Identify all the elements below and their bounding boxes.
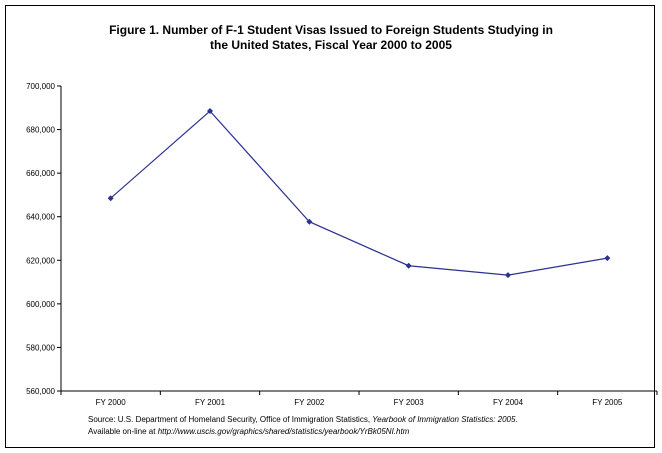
x-axis: FY 2000 FY 2001 FY 2002 FY 2003 FY 2004 FY 20… bbox=[60, 390, 658, 407]
data-point-marker bbox=[405, 262, 412, 269]
y-tick-label: 560,000 bbox=[26, 387, 55, 396]
data-point-marker bbox=[107, 195, 114, 202]
x-tick-label: FY 2001 bbox=[195, 398, 226, 407]
chart-title-line-2: the United States, Fiscal Year 2000 to 2… bbox=[210, 38, 452, 52]
x-tick-label: FY 2002 bbox=[294, 398, 325, 407]
x-tick-label: FY 2005 bbox=[592, 398, 623, 407]
chart-frame bbox=[5, 5, 655, 448]
source-line-1: Source: U.S. Department of Homeland Secu… bbox=[88, 415, 518, 424]
y-tick-label: 660,000 bbox=[26, 169, 55, 178]
x-tick-label: FY 2003 bbox=[394, 398, 425, 407]
x-tick-label: FY 2000 bbox=[96, 398, 127, 407]
y-tick-label: 600,000 bbox=[26, 300, 55, 309]
data-point-marker bbox=[505, 272, 511, 279]
y-axis: 560,000 580,000 600,000 620,000 640,000 660,0… bbox=[26, 82, 62, 396]
y-tick-label: 700,000 bbox=[26, 82, 55, 91]
source-line-2: Available on-line at http://www.uscis.go… bbox=[88, 427, 410, 436]
data-point-marker bbox=[306, 218, 313, 225]
series-path bbox=[110, 110, 608, 276]
series-line bbox=[107, 108, 611, 279]
y-tick-label: 580,000 bbox=[26, 343, 55, 352]
y-tick-label: 680,000 bbox=[26, 126, 55, 135]
x-tick-label: FY 2004 bbox=[493, 398, 524, 407]
data-point-marker bbox=[604, 255, 611, 262]
chart-title-line-1: Figure 1. Number of F-1 Student Visas Is… bbox=[109, 23, 553, 37]
data-point-marker bbox=[207, 108, 213, 115]
y-tick-label: 620,000 bbox=[26, 256, 55, 265]
y-tick-label: 640,000 bbox=[26, 213, 55, 222]
